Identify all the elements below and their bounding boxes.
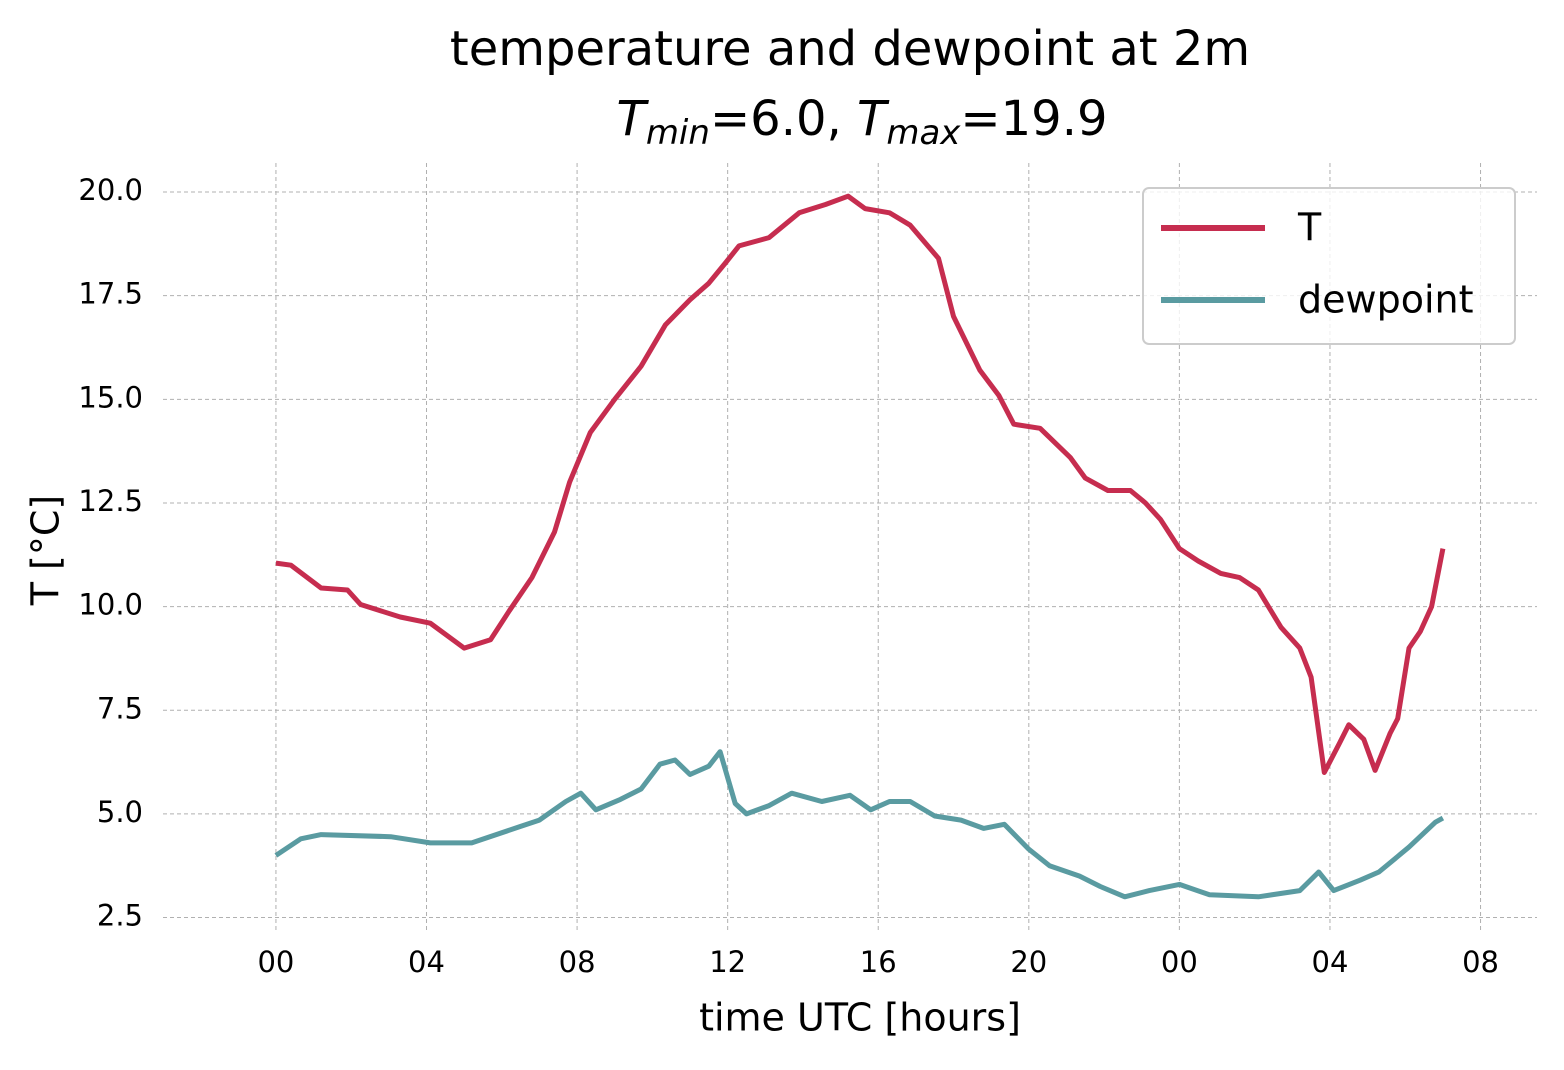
- subtitle-part: max: [886, 113, 961, 153]
- line-series: [274, 749, 1445, 900]
- legend-label: T: [1297, 206, 1322, 250]
- x-tick-label: 04: [408, 945, 445, 979]
- subtitle-part: =19.9: [960, 91, 1107, 147]
- x-tick-label: 00: [1161, 945, 1198, 979]
- y-tick-label: 17.5: [78, 277, 143, 311]
- subtitle-part: T: [616, 91, 649, 147]
- subtitle-part: min: [646, 113, 710, 153]
- subtitle-part: =6.0,: [710, 91, 857, 147]
- y-tick-label: 2.5: [97, 899, 143, 933]
- x-tick-label: 08: [559, 945, 596, 979]
- y-tick-label: 10.0: [78, 588, 143, 622]
- x-tick-label: 08: [1462, 945, 1499, 979]
- x-tick-label: 12: [709, 945, 746, 979]
- y-tick-label: 20.0: [78, 173, 143, 207]
- chart-title: temperature and dewpoint at 2m: [450, 21, 1250, 77]
- x-axis-label: time UTC [hours]: [699, 996, 1021, 1040]
- subtitle-part: T: [857, 91, 890, 147]
- y-axis-label: T [°C]: [24, 495, 68, 606]
- y-tick-label: 5.0: [97, 795, 143, 829]
- legend-label: dewpoint: [1298, 278, 1474, 322]
- y-tick-label: 15.0: [78, 380, 143, 414]
- line-series: [275, 193, 1446, 775]
- x-tick-label: 20: [1010, 945, 1047, 979]
- y-tick-label: 7.5: [97, 691, 143, 725]
- x-tick-label: 04: [1312, 945, 1349, 979]
- y-tick-label: 12.5: [78, 484, 143, 518]
- x-tick-label: 00: [257, 945, 294, 979]
- x-tick-label: 16: [860, 945, 897, 979]
- chart-subtitle: Tmin=6.0, Tmax=19.9: [616, 91, 1107, 153]
